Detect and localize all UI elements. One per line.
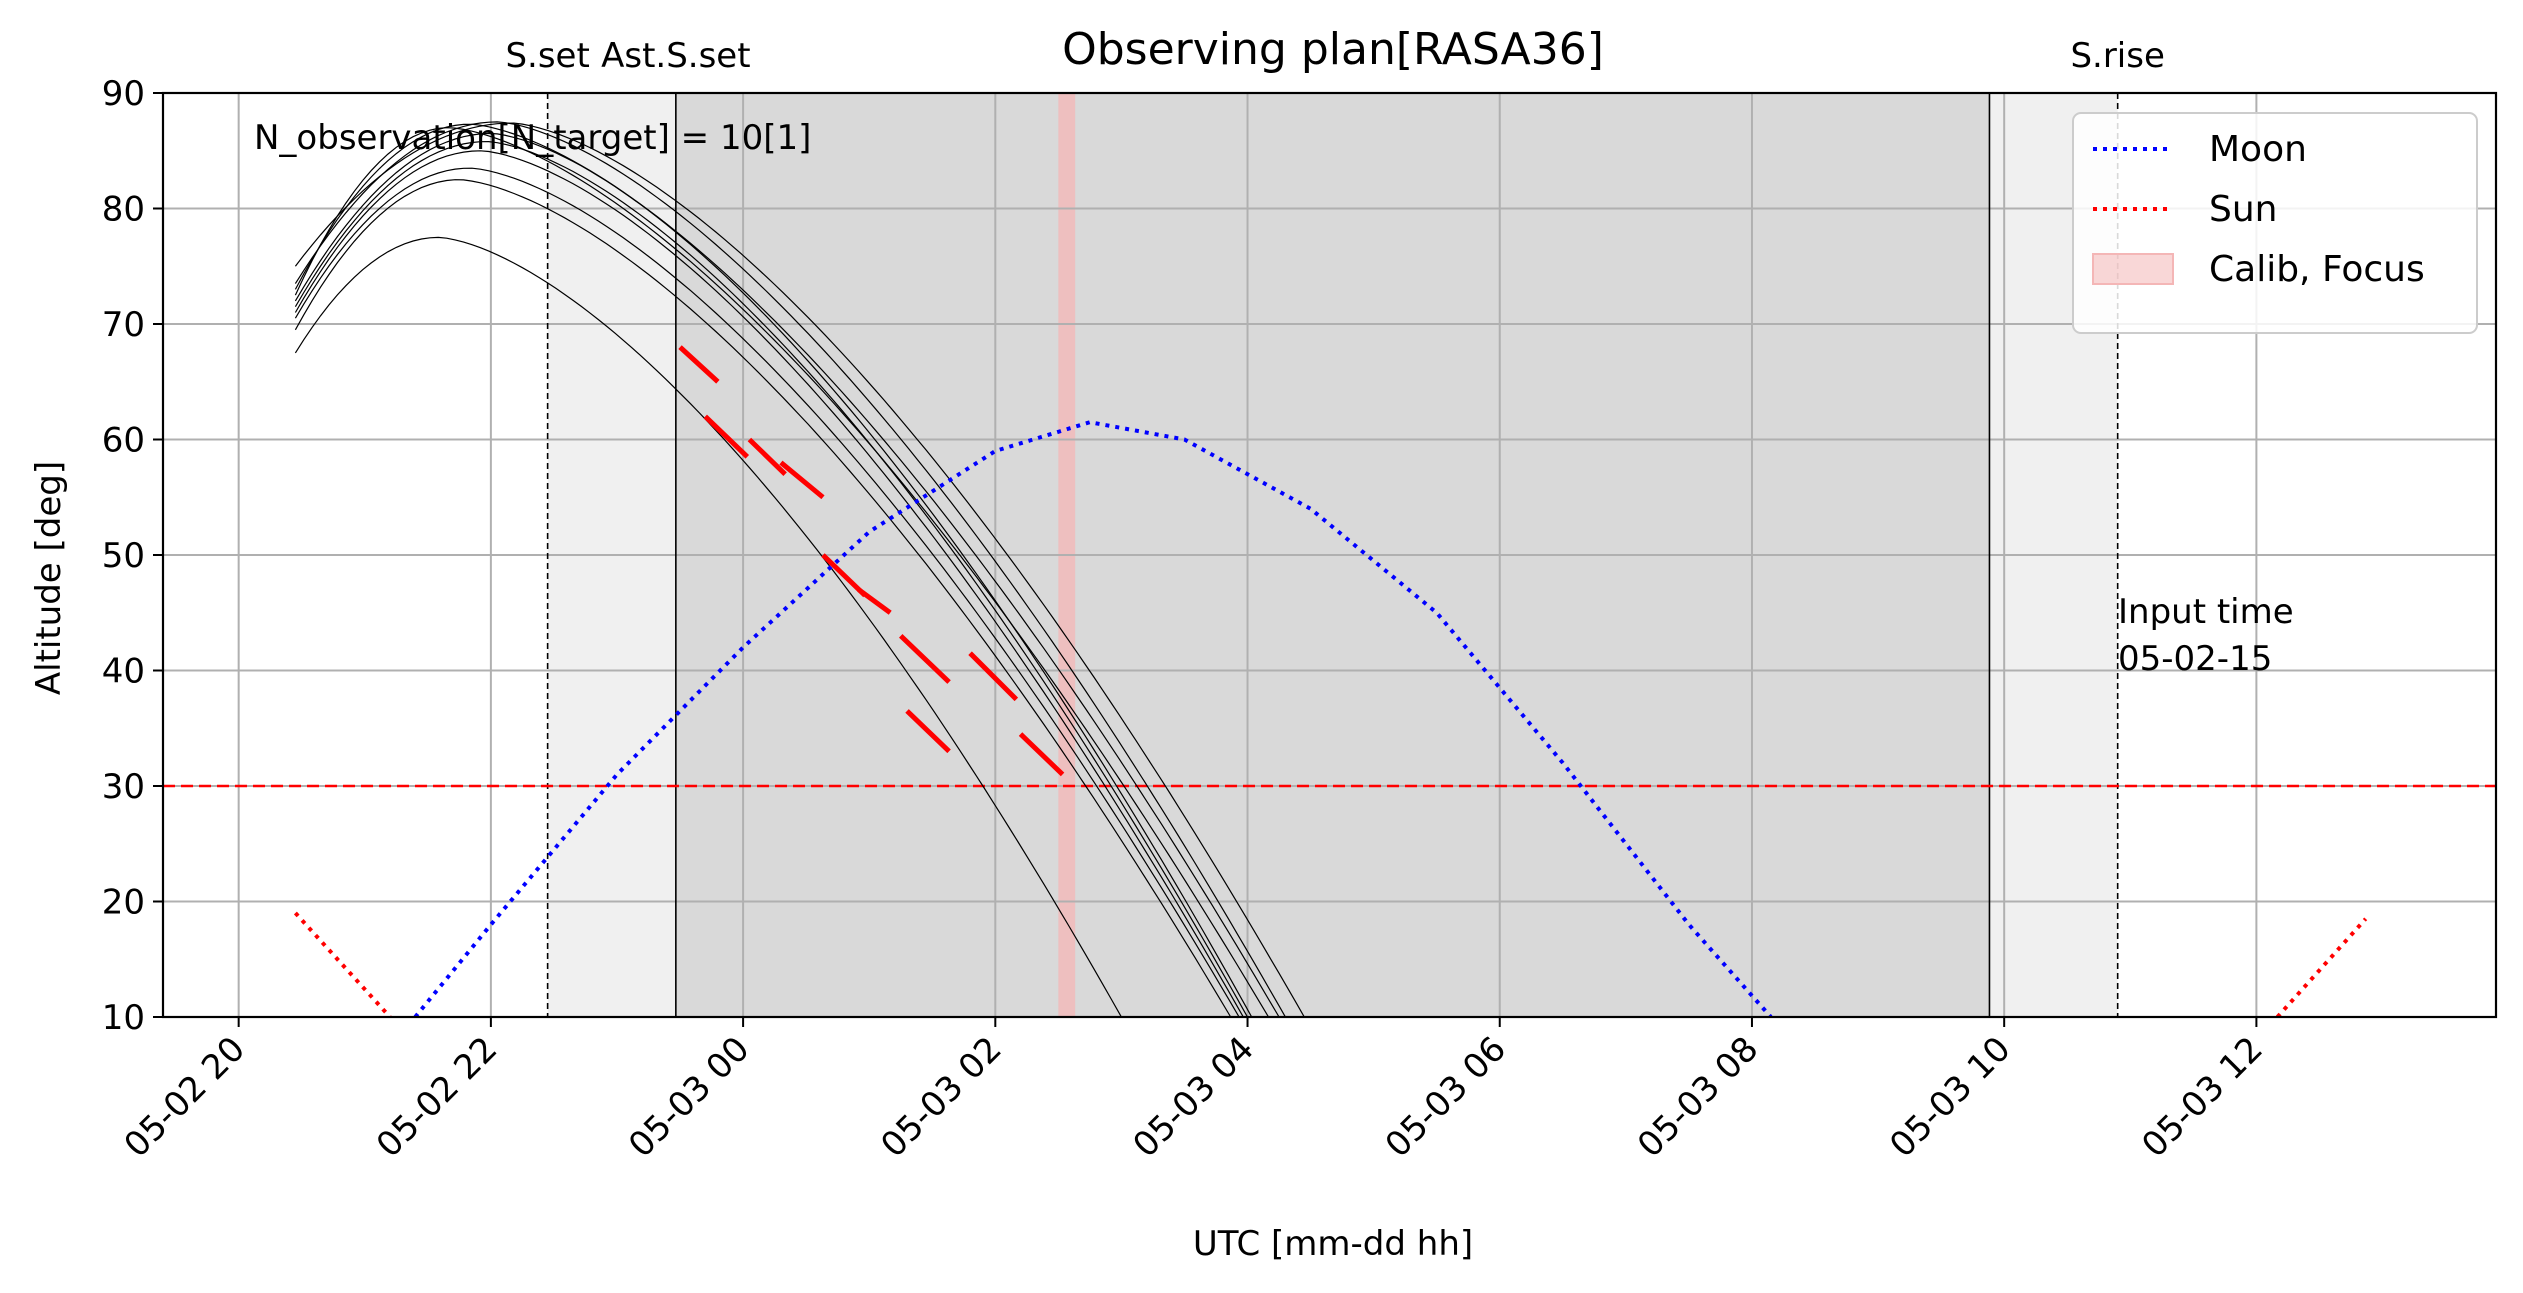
y-tick-label: 60 <box>102 421 145 461</box>
observation-segment <box>1018 732 1065 777</box>
y-tick-label: 90 <box>102 74 145 114</box>
y-tick-label: 70 <box>102 305 145 345</box>
x-tick-label: 05-03 10 <box>1882 1029 2018 1165</box>
y-tick-label: 20 <box>102 883 145 923</box>
y-tick-label: 50 <box>102 536 145 576</box>
series <box>293 420 2368 1017</box>
legend-label: Moon <box>2209 129 2307 170</box>
x-tick-label: 05-02 22 <box>369 1029 505 1165</box>
y-tick-label: 80 <box>102 190 145 230</box>
y-tick-label: 40 <box>102 652 145 692</box>
input-time-value: 05-02-15 <box>2118 639 2272 679</box>
x-tick-label: 05-03 04 <box>1126 1029 1262 1165</box>
target-track <box>294 167 1240 1017</box>
x-tick-label: 05-02 20 <box>117 1029 253 1165</box>
input-time-label: Input time <box>2118 592 2294 632</box>
legend: Moon Sun Calib, Focus <box>2072 112 2478 334</box>
sun-line <box>293 911 392 1017</box>
legend-swatch-calib <box>2092 253 2174 285</box>
target-track <box>294 127 1270 1017</box>
target-track <box>294 132 1253 1017</box>
target-track <box>294 122 1305 1017</box>
labels: S.set Ast.S.set S.rise Input time 05-02-15 <box>505 36 2293 679</box>
observation-segment <box>905 709 951 754</box>
observation-segment <box>703 414 750 459</box>
observation-segments <box>678 345 1065 777</box>
legend-label: Sun <box>2209 189 2277 230</box>
y-axis-label: Altitude [deg] <box>29 461 69 695</box>
observation-count-annotation: N_observation[N_target] = 10[1] <box>254 118 811 158</box>
sun-line <box>2275 917 2368 1017</box>
observation-segment <box>857 587 892 615</box>
x-tick-label: 05-03 08 <box>1630 1029 1766 1165</box>
event-label: S.set <box>505 36 589 76</box>
observation-segment <box>968 651 1019 702</box>
target-track <box>294 121 1287 1017</box>
x-tick-label: 05-03 00 <box>621 1029 757 1165</box>
moon-line <box>413 420 1773 1017</box>
target-track <box>294 150 1244 1017</box>
x-tick-label: 05-03 12 <box>2134 1029 2270 1165</box>
x-tick-label: 05-03 06 <box>1378 1029 1514 1165</box>
y-tick-label: 30 <box>102 767 145 807</box>
target-track <box>294 179 1232 1017</box>
target-tracks <box>294 121 1305 1017</box>
y-tick-label: 10 <box>102 998 145 1038</box>
reference-lines <box>163 93 2496 1017</box>
observation-segment <box>747 437 787 476</box>
observation-segment <box>899 634 951 684</box>
event-label: Ast.S.set <box>601 36 750 76</box>
legend-label: Calib, Focus <box>2209 249 2425 290</box>
target-track <box>294 140 1249 1017</box>
event-label: S.rise <box>2070 36 2164 76</box>
target-track <box>294 123 1280 1017</box>
x-tick-label: 05-03 02 <box>873 1029 1009 1165</box>
observation-segment <box>779 460 825 500</box>
x-axis-label: UTC [mm-dd hh] <box>1193 1224 1473 1264</box>
chart-title: Observing plan[RASA36] <box>1062 24 1604 75</box>
observation-segment <box>821 553 867 598</box>
observation-segment <box>678 345 720 384</box>
